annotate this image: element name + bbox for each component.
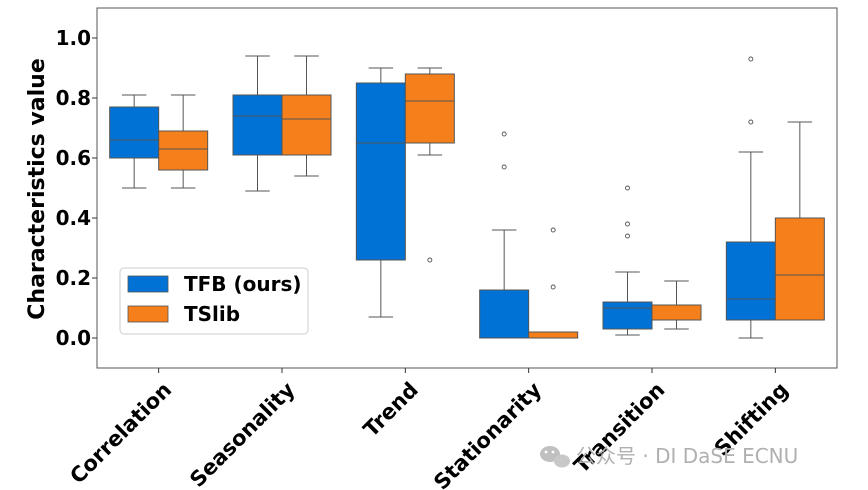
box-group [725,56,776,339]
outlier-point [625,185,630,191]
box [774,217,825,321]
box [281,94,332,156]
legend: TFB (ours) TSlib [119,267,309,335]
y-tick-label: 1.0 [56,26,91,50]
y-tick-label: 0.2 [56,266,91,290]
box-group [232,55,283,192]
outlier-point [625,221,630,227]
y-tick-label: 0.0 [56,326,91,350]
box-group [404,67,455,263]
outlier-point [550,227,556,233]
box-group [479,131,530,339]
x-tick-label: Seasonality [185,377,300,490]
box [158,130,209,171]
box-series [109,55,825,339]
box-group [602,185,653,336]
box-group [281,55,332,177]
y-axis-title: Characteristics value [25,58,50,319]
x-tick-label: Correlation [65,378,176,489]
box-group [355,67,406,318]
legend-label: TSlib [184,302,240,326]
box [651,304,702,321]
box [602,301,653,330]
box [232,94,283,156]
outlier-point [501,131,507,137]
box [725,241,776,321]
legend-swatch [127,305,169,323]
outlier-point [550,284,556,290]
box [355,82,406,261]
watermark: 公众号 · DI DaSE ECNU [540,444,798,468]
legend-swatch [127,275,169,293]
box-group [528,227,579,339]
box-group [774,121,825,321]
legend-label: TFB (ours) [184,272,302,296]
x-tick-label: Trend [359,378,423,442]
y-tick-label: 0.8 [56,86,91,110]
wechat-icon [540,446,570,468]
y-tick-label: 0.6 [56,146,91,170]
box-group [651,280,702,330]
box [479,289,530,339]
outlier-point [501,164,507,170]
outlier-point [748,56,754,62]
outlier-point [748,119,754,125]
watermark-text: 公众号 · DI DaSE ECNU [576,444,798,468]
box [528,331,579,339]
x-axis: Correlation Seasonality Trend Stationarity T… [65,368,793,490]
x-tick-label: Stationarity [429,377,546,490]
box-group [109,94,160,189]
outlier-point [625,233,630,239]
y-tick-label: 0.4 [56,206,91,230]
box [404,73,455,144]
box-group [158,94,209,189]
box [109,106,160,159]
y-axis: 0.0 0.2 0.4 0.6 0.8 1.0 [56,26,97,350]
outlier-point [427,257,433,263]
